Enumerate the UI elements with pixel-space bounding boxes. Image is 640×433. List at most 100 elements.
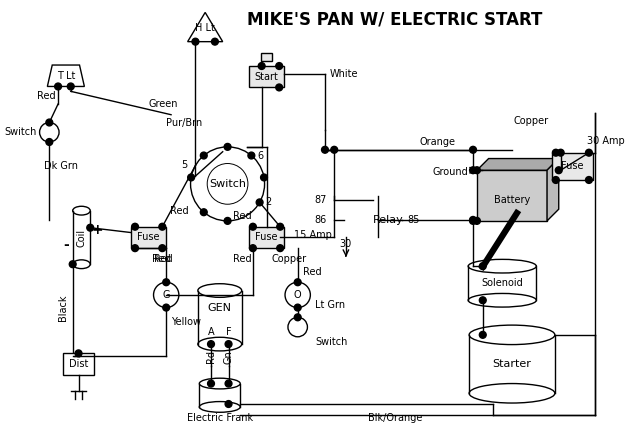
Text: Orange: Orange bbox=[419, 137, 456, 147]
Text: White: White bbox=[330, 69, 358, 79]
Text: GEN: GEN bbox=[208, 303, 232, 313]
Text: 87: 87 bbox=[314, 195, 326, 205]
Text: Relay: Relay bbox=[372, 215, 403, 225]
Text: Red: Red bbox=[233, 211, 252, 221]
Circle shape bbox=[294, 279, 301, 286]
Text: 6: 6 bbox=[257, 151, 263, 161]
Circle shape bbox=[67, 83, 74, 90]
Text: Lt Grn: Lt Grn bbox=[316, 300, 346, 310]
Circle shape bbox=[470, 217, 476, 224]
Circle shape bbox=[586, 149, 593, 156]
Circle shape bbox=[479, 263, 486, 270]
Text: Fuse: Fuse bbox=[255, 233, 278, 242]
Circle shape bbox=[260, 174, 268, 181]
Circle shape bbox=[556, 167, 562, 174]
Circle shape bbox=[250, 223, 256, 230]
Circle shape bbox=[474, 217, 481, 224]
Circle shape bbox=[331, 146, 338, 153]
Circle shape bbox=[479, 331, 486, 338]
Circle shape bbox=[46, 139, 52, 145]
Text: Starter: Starter bbox=[493, 359, 531, 369]
Text: 30: 30 bbox=[339, 239, 351, 249]
Text: 15 Amp: 15 Amp bbox=[294, 229, 332, 239]
Circle shape bbox=[75, 350, 82, 357]
Circle shape bbox=[225, 341, 232, 348]
Text: 86: 86 bbox=[314, 215, 326, 225]
Circle shape bbox=[132, 245, 138, 252]
Text: Red: Red bbox=[152, 254, 170, 264]
Circle shape bbox=[225, 401, 232, 407]
Circle shape bbox=[224, 217, 231, 224]
Text: Red: Red bbox=[37, 91, 56, 101]
Circle shape bbox=[188, 174, 195, 181]
Circle shape bbox=[159, 223, 166, 230]
Circle shape bbox=[159, 245, 166, 252]
Circle shape bbox=[163, 304, 170, 311]
Text: Switch: Switch bbox=[209, 179, 246, 189]
Text: F: F bbox=[226, 327, 231, 337]
Circle shape bbox=[586, 177, 593, 184]
Text: Dist: Dist bbox=[69, 359, 88, 369]
Circle shape bbox=[552, 149, 559, 156]
Circle shape bbox=[69, 261, 76, 268]
Bar bbox=[63, 353, 94, 375]
Circle shape bbox=[207, 341, 214, 348]
Bar bbox=[552, 153, 593, 180]
Text: O: O bbox=[294, 290, 301, 300]
Text: Red: Red bbox=[154, 254, 172, 264]
Text: Green: Green bbox=[148, 99, 178, 109]
Circle shape bbox=[163, 279, 170, 286]
Circle shape bbox=[192, 38, 199, 45]
Text: Battery: Battery bbox=[494, 195, 530, 205]
Text: Switch: Switch bbox=[4, 127, 36, 137]
Text: G: G bbox=[163, 290, 170, 300]
Circle shape bbox=[224, 143, 231, 150]
Circle shape bbox=[46, 119, 52, 126]
Bar bbox=[249, 227, 284, 248]
Bar bbox=[131, 227, 166, 248]
Text: Black: Black bbox=[58, 294, 68, 321]
Polygon shape bbox=[477, 158, 559, 170]
Text: Red: Red bbox=[303, 267, 321, 277]
Circle shape bbox=[321, 146, 328, 153]
Text: Coil: Coil bbox=[76, 228, 86, 246]
Circle shape bbox=[276, 84, 283, 91]
Circle shape bbox=[276, 245, 284, 252]
Circle shape bbox=[256, 199, 263, 206]
Circle shape bbox=[200, 152, 207, 159]
Circle shape bbox=[87, 224, 93, 231]
Text: Red: Red bbox=[233, 254, 252, 264]
Text: Switch: Switch bbox=[316, 337, 348, 347]
Circle shape bbox=[132, 223, 138, 230]
Circle shape bbox=[479, 297, 486, 304]
Circle shape bbox=[470, 216, 476, 223]
Circle shape bbox=[552, 177, 559, 184]
Text: 5: 5 bbox=[182, 160, 188, 170]
Circle shape bbox=[248, 152, 255, 159]
Circle shape bbox=[276, 223, 284, 230]
Bar bbox=[249, 66, 284, 87]
Text: Copper: Copper bbox=[514, 116, 549, 126]
Text: H Lt: H Lt bbox=[195, 23, 215, 33]
Circle shape bbox=[211, 38, 218, 45]
Circle shape bbox=[259, 63, 265, 69]
Text: Fuse: Fuse bbox=[138, 233, 160, 242]
Circle shape bbox=[225, 380, 232, 387]
Text: 30 Amp: 30 Amp bbox=[587, 136, 625, 146]
Text: Electric Frank: Electric Frank bbox=[187, 413, 253, 423]
Text: T Lt: T Lt bbox=[57, 71, 75, 81]
Text: +: + bbox=[92, 223, 103, 237]
Text: Blk/Orange: Blk/Orange bbox=[368, 413, 422, 423]
Text: Rd: Rd bbox=[206, 350, 216, 363]
Circle shape bbox=[294, 314, 301, 321]
Circle shape bbox=[470, 167, 476, 174]
Text: Gn: Gn bbox=[223, 350, 234, 364]
Text: Start: Start bbox=[255, 72, 278, 82]
Circle shape bbox=[250, 245, 256, 252]
Circle shape bbox=[474, 167, 481, 174]
Text: Dk Grn: Dk Grn bbox=[44, 162, 79, 171]
Text: Copper: Copper bbox=[271, 254, 307, 264]
Text: 2: 2 bbox=[266, 197, 272, 207]
Text: Yellow: Yellow bbox=[171, 317, 201, 327]
Text: A: A bbox=[208, 327, 214, 337]
